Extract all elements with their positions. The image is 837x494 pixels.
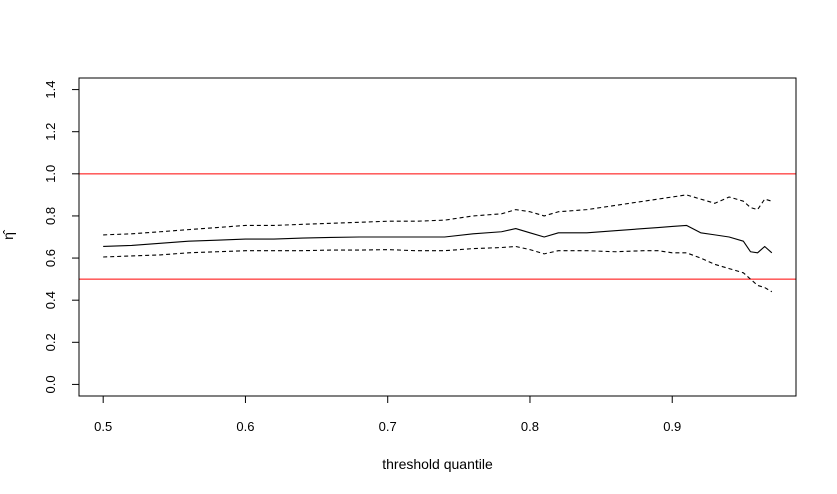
x-tick-label: 0.8 [521,419,539,434]
y-tick-label: 1.4 [43,81,58,99]
y-tick-label: 1.2 [43,123,58,141]
x-tick-label: 0.6 [236,419,254,434]
y-tick-label: 1.0 [43,165,58,183]
x-axis: 0.5 0.6 0.7 0.8 0.9 [94,395,681,434]
y-tick-label: 0.8 [43,207,58,225]
x-tick-label: 0.7 [379,419,397,434]
y-tick-label: 0.2 [43,333,58,351]
series-layer [103,194,773,293]
series-line-2 [103,245,773,293]
x-tick-label: 0.9 [663,419,681,434]
series-line-1 [103,224,773,254]
y-axis-title: η̂ [0,229,16,240]
y-tick-label: 0.0 [43,375,58,393]
y-tick-label: 0.6 [43,249,58,267]
reference-lines [79,173,796,280]
series-line-0 [103,194,772,236]
y-tick-label: 0.4 [43,291,58,309]
x-axis-title: threshold quantile [382,456,493,472]
x-tick-label: 0.5 [94,419,112,434]
y-axis: 0.0 0.2 0.4 0.6 0.8 1.0 1.2 1.4 [43,81,80,393]
